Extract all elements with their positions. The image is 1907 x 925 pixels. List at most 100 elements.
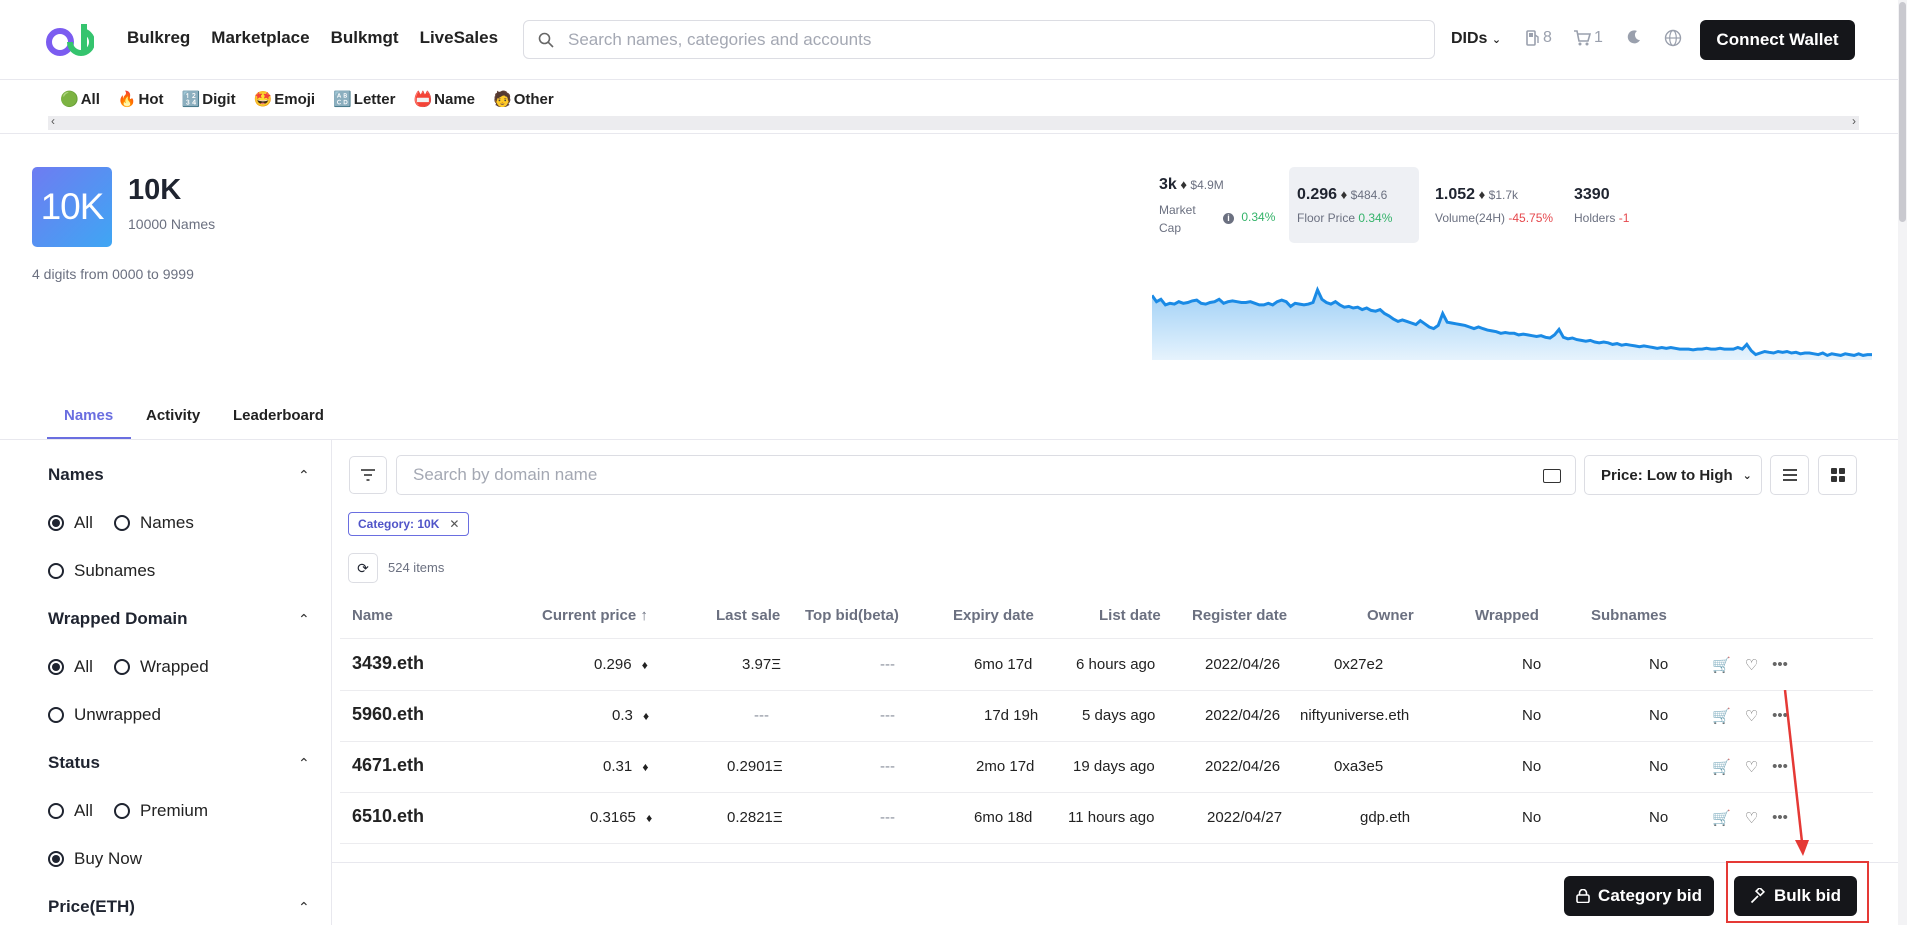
language-button[interactable] — [1664, 29, 1682, 47]
row-name[interactable]: 5960.eth — [352, 704, 425, 724]
add-to-cart-icon[interactable]: 🛒 — [1712, 810, 1731, 827]
cart-button[interactable]: 1 — [1573, 29, 1603, 47]
add-to-cart-icon[interactable]: 🛒 — [1712, 708, 1731, 725]
list-view-button[interactable] — [1770, 455, 1809, 495]
scroll-left-icon[interactable]: ‹ — [51, 114, 55, 128]
chevron-up-icon[interactable]: ⌃ — [298, 755, 310, 771]
keyboard-icon[interactable] — [1543, 469, 1561, 483]
category-emoji[interactable]: 🤩 Emoji — [254, 90, 316, 108]
chevron-up-icon[interactable]: ⌃ — [298, 467, 310, 483]
refresh-button[interactable]: ⟳ — [348, 553, 378, 583]
col-wrapped[interactable]: Wrapped — [1475, 607, 1539, 624]
chart-area — [1152, 289, 1872, 360]
holders-label-row: Holders -1 — [1574, 211, 1629, 225]
tab-activity[interactable]: Activity — [146, 407, 201, 424]
col-register-date[interactable]: Register date — [1192, 607, 1288, 624]
radio-wrapped-wrapped[interactable]: Wrapped — [114, 657, 209, 677]
heart-icon[interactable]: ♡ — [1744, 657, 1759, 674]
chevron-up-icon[interactable]: ⌃ — [298, 611, 310, 627]
col-last-sale[interactable]: Last sale — [716, 607, 781, 624]
add-to-cart-icon[interactable]: 🛒 — [1712, 759, 1731, 776]
col-list-date[interactable]: List date — [1099, 607, 1161, 624]
tab-leaderboard[interactable]: Leaderboard — [233, 407, 324, 424]
active-filter-chip[interactable]: Category: 10K ✕ — [348, 512, 470, 536]
nav-marketplace[interactable]: Marketplace — [211, 28, 310, 47]
table-row[interactable]: 3439.eth 0.296 ♦ 3.97Ξ --- 6mo 17d 6 hou… — [340, 640, 1873, 691]
fire-icon: 🔥 — [117, 91, 137, 108]
radio-wrapped-unwrapped[interactable]: Unwrapped — [48, 705, 161, 725]
radio-status-all[interactable]: All — [48, 801, 93, 821]
radio-wrapped-all[interactable]: All — [48, 657, 93, 677]
row-owner[interactable]: gdp.eth — [1360, 809, 1411, 826]
col-current-price[interactable]: Current price ↑ — [542, 607, 648, 624]
col-expiry-date[interactable]: Expiry date — [953, 607, 1034, 624]
dids-dropdown[interactable]: DIDs ⌄ — [1451, 30, 1501, 48]
nav-bulkmgt[interactable]: Bulkmgt — [330, 28, 399, 47]
category-hot[interactable]: 🔥 Hot — [118, 90, 164, 108]
col-subnames[interactable]: Subnames — [1591, 607, 1667, 624]
category-label: All — [80, 91, 100, 108]
table-row[interactable]: 5960.eth 0.3 ♦ --- --- 17d 19h 5 days ag… — [340, 691, 1873, 742]
heart-icon[interactable]: ♡ — [1744, 759, 1759, 776]
close-icon[interactable]: ✕ — [449, 517, 460, 531]
tab-names[interactable]: Names — [64, 407, 114, 424]
collection-tabs: Names Activity Leaderboard — [0, 396, 1907, 440]
filter-status-title[interactable]: Status — [48, 753, 100, 772]
col-top-bid[interactable]: Top bid(beta) — [805, 607, 899, 624]
search-icon — [538, 32, 554, 48]
heart-icon[interactable]: ♡ — [1744, 708, 1759, 725]
scroll-right-icon[interactable]: › — [1852, 114, 1856, 128]
more-icon[interactable]: ••• — [1772, 656, 1788, 673]
radio-status-buy-now[interactable]: Buy Now — [48, 849, 142, 869]
table-row[interactable]: 4671.eth 0.31 ♦ 0.2901Ξ --- 2mo 17d 19 d… — [340, 742, 1873, 793]
category-digit[interactable]: 🔢 Digit — [182, 90, 236, 108]
filter-price-title[interactable]: Price(ETH) — [48, 897, 135, 916]
heart-icon[interactable]: ♡ — [1744, 810, 1759, 827]
global-search-input[interactable] — [568, 29, 1388, 50]
radio-names-subnames[interactable]: Subnames — [48, 561, 155, 581]
row-owner[interactable]: 0xa3e5 — [1334, 758, 1384, 775]
row-owner[interactable]: 0x27e2 — [1334, 656, 1384, 673]
add-to-cart-icon[interactable]: 🛒 — [1712, 657, 1731, 674]
grid-icon — [1830, 468, 1845, 482]
page-scrollbar[interactable] — [1898, 0, 1907, 925]
collection-title: 10K — [128, 174, 182, 206]
col-name[interactable]: Name — [352, 607, 393, 624]
category-all[interactable]: 🟢 All — [60, 90, 100, 108]
more-icon[interactable]: ••• — [1772, 809, 1788, 826]
radio-names-all[interactable]: All — [48, 513, 93, 533]
row-name[interactable]: 4671.eth — [352, 755, 425, 775]
more-icon[interactable]: ••• — [1772, 707, 1788, 724]
table-row[interactable]: 6510.eth 0.3165 ♦ 0.2821Ξ --- 6mo 18d 11… — [340, 793, 1873, 844]
category-name[interactable]: 📛 Name — [413, 90, 475, 108]
category-scrollbar[interactable]: ‹ › — [48, 114, 1859, 130]
bulk-bid-button[interactable]: Bulk bid — [1734, 876, 1857, 916]
sort-select[interactable]: Price: Low to High ⌄ — [1584, 455, 1762, 495]
nav-bulkreg[interactable]: Bulkreg — [127, 28, 191, 47]
gas-indicator[interactable]: 8 — [1526, 29, 1552, 47]
category-bid-button[interactable]: Category bid — [1564, 876, 1714, 916]
radio-dot — [48, 515, 64, 531]
category-other[interactable]: 🧑 Other — [493, 90, 554, 108]
radio-label: Wrapped — [140, 657, 209, 676]
radio-status-premium[interactable]: Premium — [114, 801, 208, 821]
category-letter[interactable]: 🔠 Letter — [333, 90, 395, 108]
row-owner[interactable]: niftyuniverse.eth — [1300, 707, 1410, 724]
chevron-up-icon[interactable]: ⌃ — [298, 899, 310, 915]
row-name[interactable]: 6510.eth — [352, 806, 425, 826]
nav-livesales[interactable]: LiveSales — [419, 28, 499, 47]
domain-search-input[interactable] — [413, 465, 1513, 485]
filter-names-title[interactable]: Names — [48, 465, 104, 484]
col-owner[interactable]: Owner — [1367, 607, 1414, 624]
grid-view-button[interactable] — [1818, 455, 1857, 495]
connect-wallet-button[interactable]: Connect Wallet — [1700, 20, 1855, 60]
more-icon[interactable]: ••• — [1772, 758, 1788, 775]
filter-wrapped-title[interactable]: Wrapped Domain — [48, 609, 188, 628]
logo[interactable] — [46, 22, 94, 58]
filter-toggle-button[interactable] — [349, 456, 387, 494]
row-name[interactable]: 3439.eth — [352, 653, 425, 673]
theme-toggle[interactable] — [1626, 29, 1642, 45]
radio-names-names[interactable]: Names — [114, 513, 194, 533]
info-icon[interactable]: i — [1223, 213, 1234, 224]
scrollbar-thumb[interactable] — [1899, 2, 1906, 222]
